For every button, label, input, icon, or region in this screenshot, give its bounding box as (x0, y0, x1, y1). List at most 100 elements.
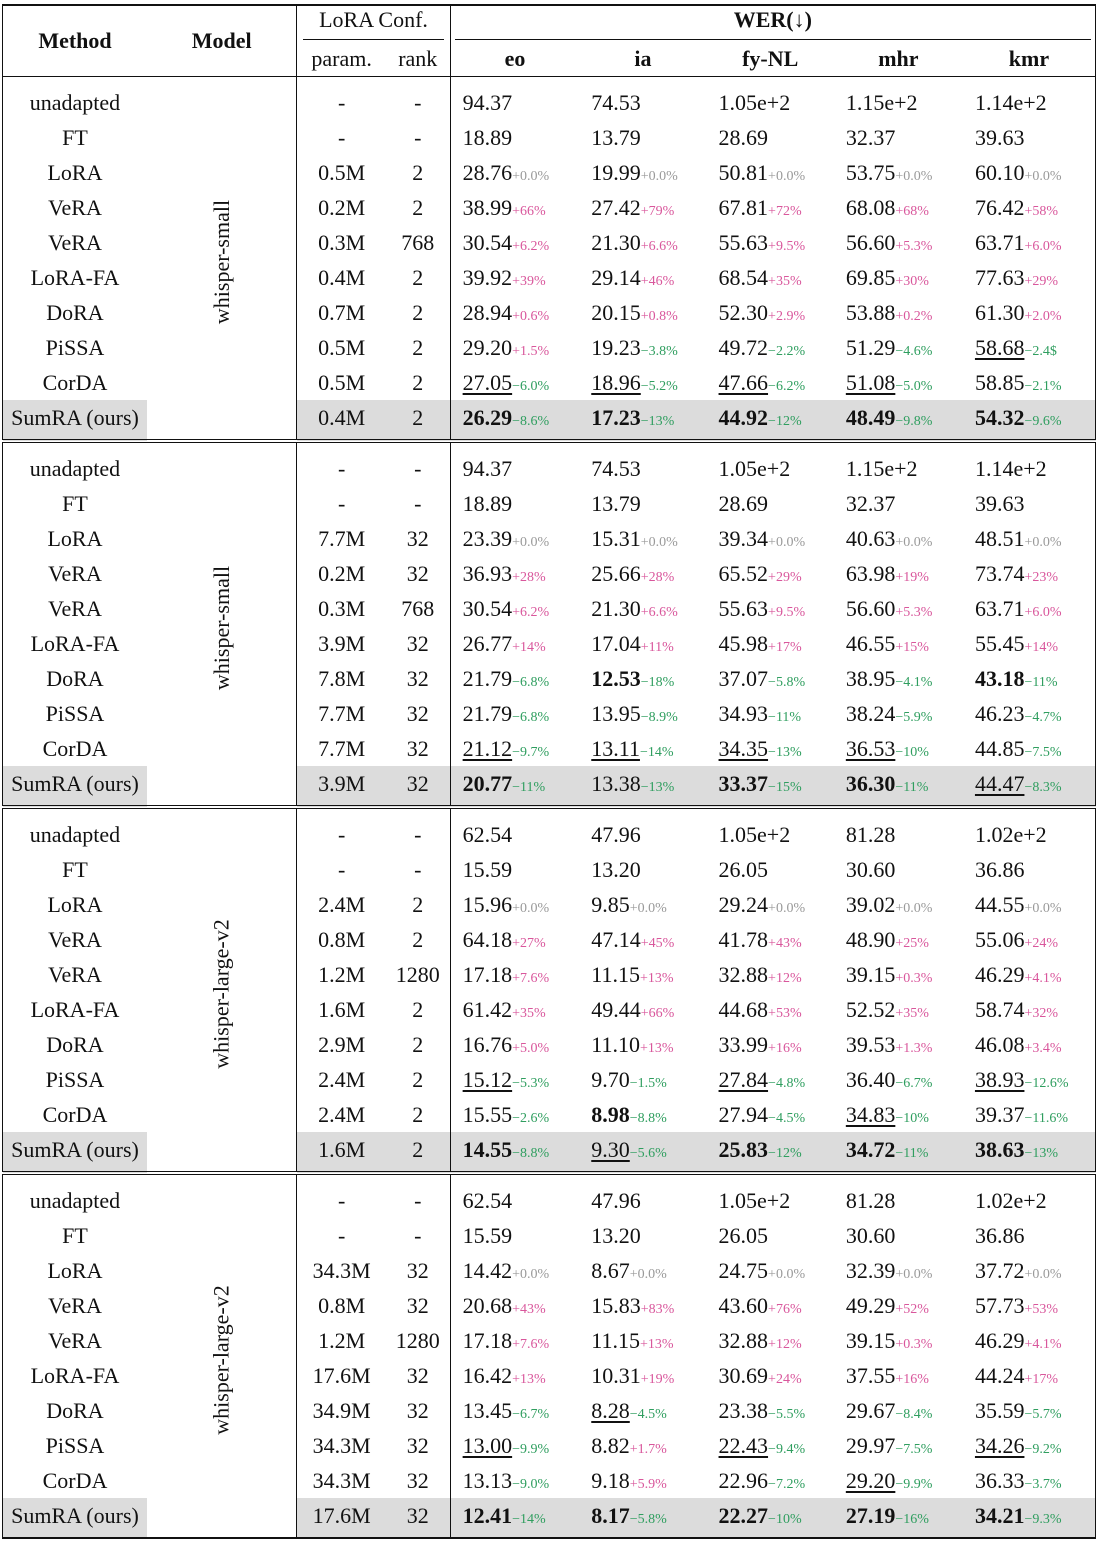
param-cell: 2.4M (318, 1066, 366, 1092)
wer-cell: 40.63+0.0% (834, 521, 963, 556)
rank-cell: 32 (385, 626, 451, 661)
rank-cell: 2 (385, 400, 451, 441)
wer-cell: 63.71+6.0% (962, 225, 1096, 260)
wer-value: 28.69 (718, 490, 769, 516)
param-cell: 0.2M (318, 194, 366, 220)
wer-cell: 61.30+2.0% (962, 295, 1096, 330)
wer-cell: 45.98+17% (707, 626, 834, 661)
wer-value: 1.15e+2 (845, 89, 918, 115)
param-cell: 2.4M (318, 891, 366, 917)
wer-delta: +5.9% (629, 1476, 667, 1492)
wer-value: 76.42 (974, 194, 1025, 220)
table-body: unadapted whisper-small - -94.37 74.53 1.05e+… (1, 76, 1096, 1538)
wer-value: 16.76 (462, 1031, 513, 1057)
param-cell: 0.4M (318, 264, 366, 290)
wer-value: 32.37 (845, 490, 896, 516)
wer-value: 15.83 (591, 1292, 641, 1318)
wer-cell: 55.63+9.5% (707, 591, 834, 626)
wer-cell: 15.59 (450, 1218, 579, 1253)
wer-value: 64.18 (462, 926, 513, 952)
wer-delta: −4.6% (895, 343, 933, 359)
wer-cell: 8.98−8.8% (579, 1097, 706, 1132)
method-cell: VeRA (1, 922, 147, 957)
wer-cell: 39.63 (962, 486, 1096, 521)
wer-delta: +29% (768, 569, 802, 585)
wer-delta: −11% (895, 779, 929, 795)
wer-cell: 76.42+58% (962, 190, 1096, 225)
method-cell: SumRA (ours) (1, 400, 147, 441)
wer-cell: 32.88+12% (707, 1323, 834, 1358)
wer-value: 24.75 (718, 1257, 769, 1283)
wer-cell: 17.18+7.6% (450, 957, 579, 992)
wer-cell: 38.63−13% (962, 1132, 1096, 1173)
wer-value: 44.68 (718, 996, 769, 1022)
method-cell: unadapted (1, 76, 147, 120)
method-cell: LoRA-FA (1, 626, 147, 661)
method-cell: VeRA (1, 957, 147, 992)
wer-cell: 1.05e+2 (707, 1173, 834, 1218)
wer-delta: +13% (639, 970, 674, 986)
header-lang-mhr: mhr (878, 45, 919, 71)
table-row: DoRA 0.7M 2 28.94+0.6% 20.15+0.8% 52.30+2.9% 5… (1, 295, 1096, 330)
wer-delta: +45% (640, 935, 675, 951)
wer-value: 49.44 (591, 996, 641, 1022)
wer-value: 13.79 (591, 124, 641, 150)
wer-delta: −5.8% (629, 1511, 667, 1527)
wer-value: 1.05e+2 (718, 1187, 791, 1213)
param-cell: 7.7M (318, 735, 366, 761)
wer-delta: +1.3% (895, 1040, 933, 1056)
header-param: param. (311, 45, 372, 71)
rank-cell: 2 (385, 190, 451, 225)
wer-value: 36.40 (845, 1066, 896, 1092)
rank-cell: - (385, 807, 451, 852)
wer-delta: +1.7% (629, 1441, 667, 1457)
wer-value: 1.05e+2 (718, 455, 791, 481)
table-row: VeRA 0.3M 768 30.54+6.2% 21.30+6.6% 55.63+9.5… (1, 225, 1096, 260)
wer-value: 17.04 (591, 630, 641, 656)
wer-cell: 30.69+24% (707, 1358, 834, 1393)
wer-cell: 47.96 (579, 1173, 706, 1218)
wer-delta: +66% (640, 1005, 675, 1021)
wer-value: 22.43 (718, 1432, 769, 1458)
wer-delta: +53% (768, 1005, 802, 1021)
wer-delta: −12% (768, 413, 802, 429)
param-cell: 0.8M (318, 926, 366, 952)
method-cell: FT (1, 120, 147, 155)
wer-cell: 55.63+9.5% (707, 225, 834, 260)
wer-cell: 26.05 (707, 852, 834, 887)
wer-cell: 20.68+43% (450, 1288, 579, 1323)
wer-cell: 13.20 (579, 1218, 706, 1253)
wer-cell: 34.35−13% (707, 731, 834, 766)
rank-cell: - (385, 852, 451, 887)
wer-delta: +30% (895, 273, 929, 289)
wer-delta: −5.5% (768, 1406, 806, 1422)
wer-value: 13.20 (591, 856, 641, 882)
wer-value: 8.82 (591, 1432, 630, 1458)
wer-value: 40.63 (845, 525, 896, 551)
wer-delta: −8.9% (640, 709, 678, 725)
wer-value: 63.71 (974, 229, 1025, 255)
wer-delta: +72% (768, 203, 802, 219)
rank-cell: 32 (385, 731, 451, 766)
wer-delta: +1.5% (512, 343, 550, 359)
wer-cell: 74.53 (579, 441, 706, 486)
method-cell: LoRA (1, 155, 147, 190)
wer-value: 14.55 (462, 1136, 513, 1162)
wer-cell: 30.54+6.2% (450, 591, 579, 626)
wer-delta: +14% (1024, 639, 1058, 655)
wer-value: 15.12 (462, 1066, 513, 1092)
wer-value: 57.73 (974, 1292, 1025, 1318)
wer-value: 29.97 (845, 1432, 896, 1458)
wer-cell: 15.96+0.0% (450, 887, 579, 922)
wer-cell: 37.72+0.0% (962, 1253, 1096, 1288)
wer-cell: 9.85+0.0% (579, 887, 706, 922)
wer-cell: 13.20 (579, 852, 706, 887)
wer-value: 55.06 (974, 926, 1025, 952)
wer-cell: 48.49−9.8% (833, 400, 963, 441)
wer-value: 27.19 (845, 1502, 896, 1528)
wer-delta: +7.6% (512, 1336, 550, 1352)
wer-delta: −13% (1024, 1145, 1058, 1161)
header-wer: WER(↓) (454, 7, 1091, 40)
rank-cell: 768 (385, 591, 451, 626)
wer-value: 63.71 (974, 595, 1025, 621)
